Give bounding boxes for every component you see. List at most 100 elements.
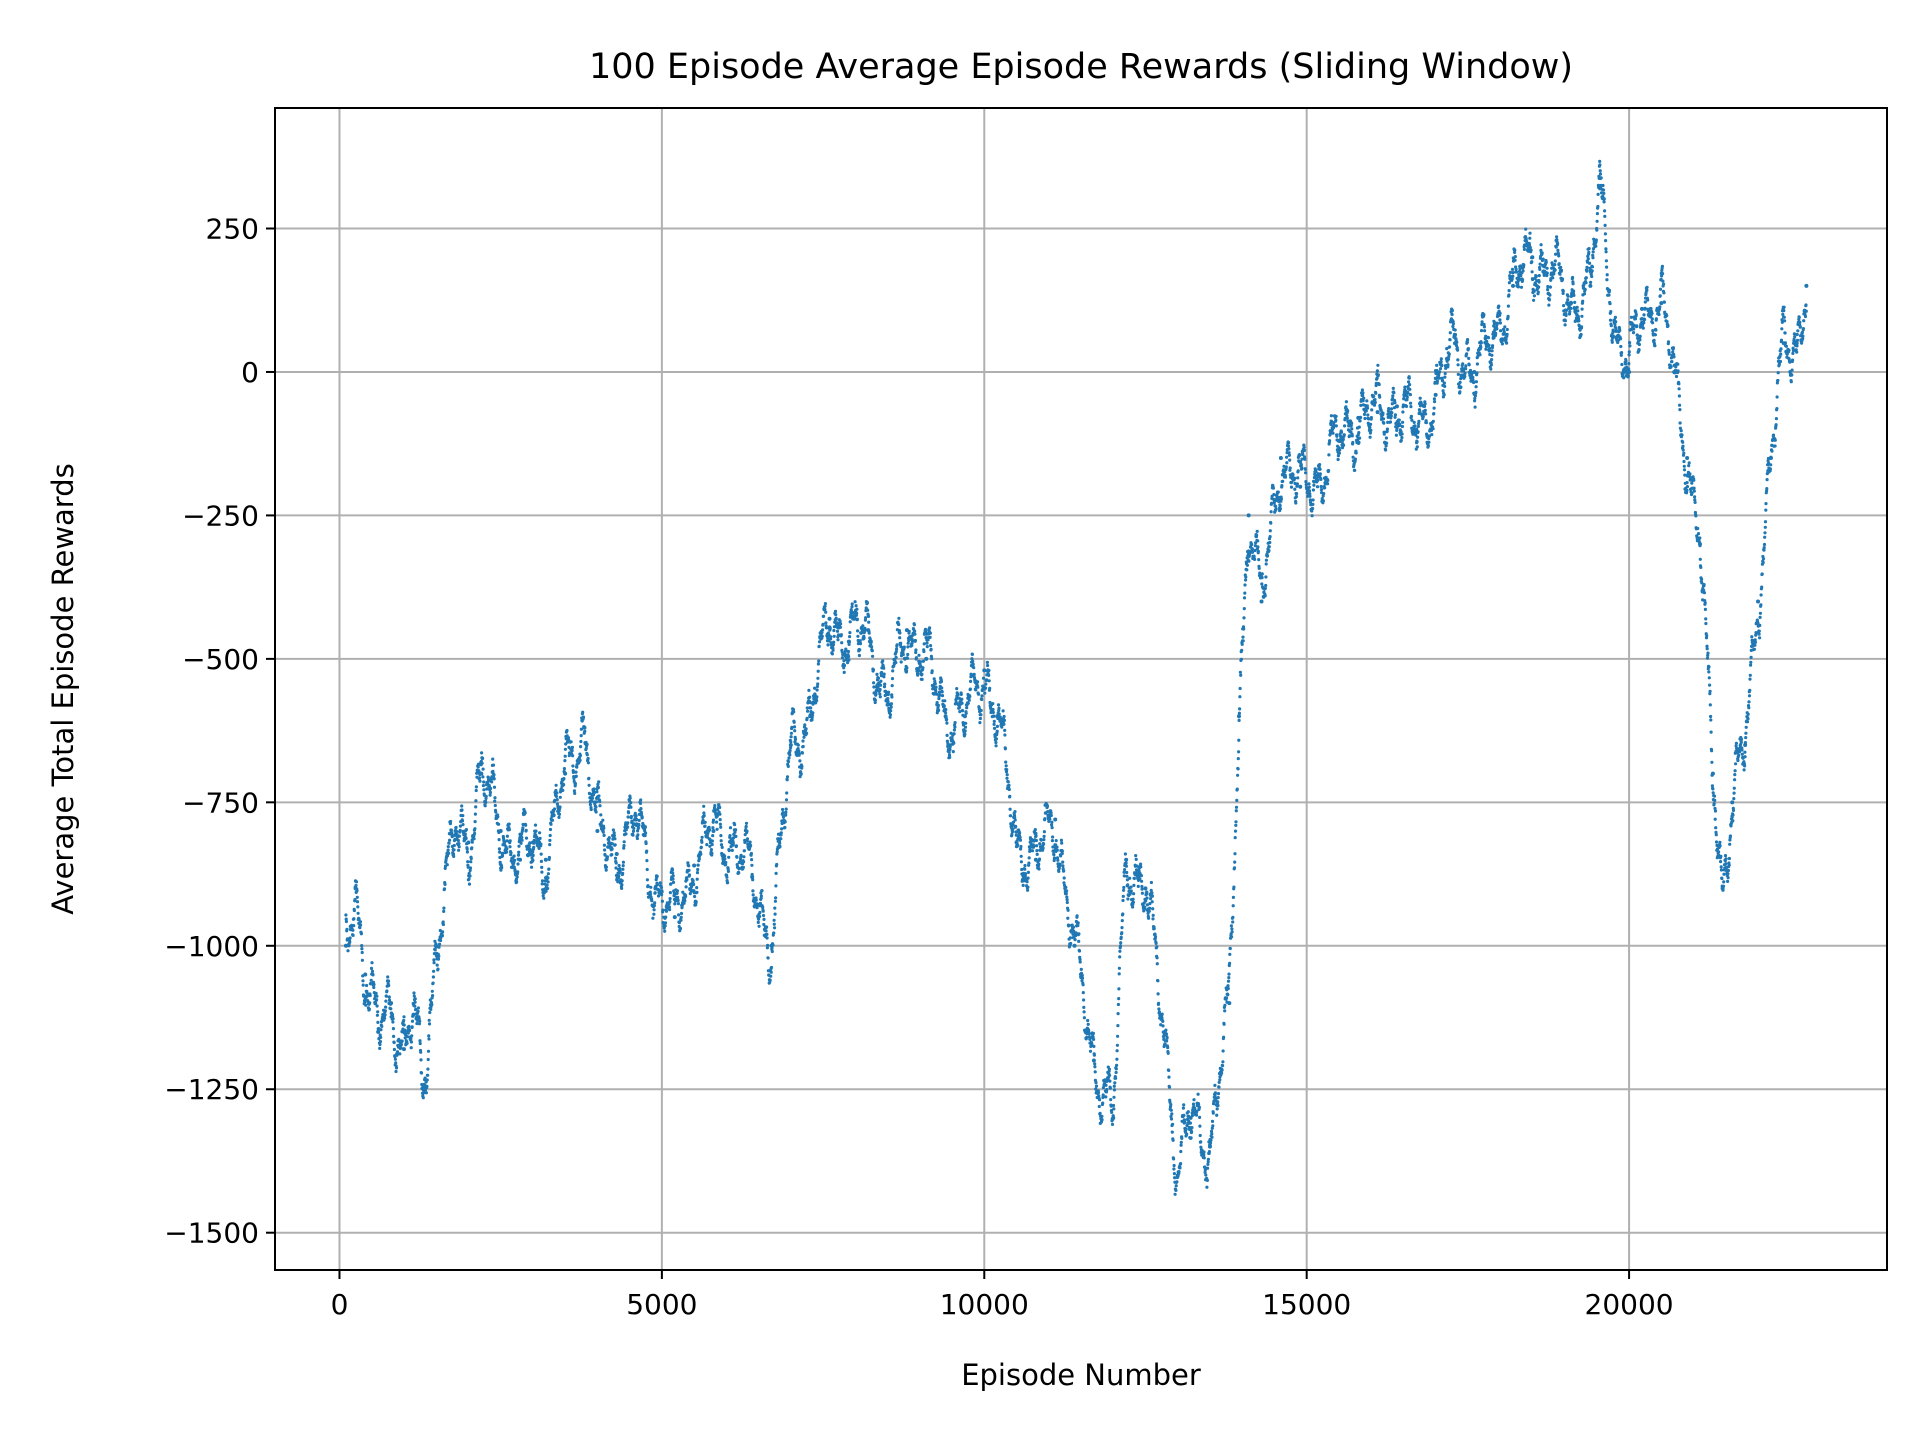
- data-point: [730, 840, 735, 845]
- y-tick-label: −250: [182, 499, 259, 532]
- data-point: [1804, 283, 1809, 288]
- data-point: [846, 639, 851, 644]
- grid-lines: [275, 108, 1887, 1270]
- data-point: [1278, 456, 1283, 461]
- data-point: [1698, 542, 1703, 547]
- data-point: [1246, 513, 1251, 518]
- data-point: [353, 886, 358, 891]
- data-point: [1175, 1173, 1180, 1178]
- data-point: [962, 714, 967, 719]
- data-point: [1743, 742, 1748, 747]
- series-points: [344, 159, 1808, 1196]
- data-point: [634, 817, 639, 822]
- data-point: [1710, 771, 1715, 776]
- data-point: [1236, 714, 1241, 719]
- data-point: [1091, 1058, 1096, 1063]
- data-point: [1598, 186, 1603, 191]
- data-point: [343, 943, 348, 948]
- data-point: [943, 714, 948, 719]
- x-axis-ticks: 0 5000 10000 15000 20000: [331, 1270, 1674, 1321]
- data-point: [363, 972, 368, 977]
- data-point: [982, 668, 987, 673]
- data-point: [1452, 341, 1457, 346]
- data-point: [563, 771, 568, 776]
- data-point: [924, 656, 929, 661]
- data-point: [1207, 1144, 1212, 1149]
- plot-frame: [274, 107, 1888, 1271]
- data-point: [885, 702, 890, 707]
- data-point: [401, 1047, 406, 1052]
- data-point: [808, 714, 813, 719]
- data-point: [543, 857, 548, 862]
- x-tick-label: 0: [331, 1288, 349, 1321]
- data-point: [389, 1001, 394, 1006]
- y-tick-label: 0: [241, 356, 259, 389]
- y-tick-label: −1500: [164, 1217, 259, 1250]
- data-point: [595, 829, 600, 834]
- data-point: [788, 742, 793, 747]
- data-point: [1659, 301, 1664, 306]
- data-point: [453, 829, 458, 834]
- y-axis-label: Average Total Episode Rewards: [46, 463, 80, 914]
- data-point: [411, 1012, 416, 1017]
- data-point: [672, 915, 677, 920]
- data-point: [1356, 415, 1361, 420]
- data-point: [376, 1029, 381, 1034]
- data-point: [1298, 484, 1303, 489]
- x-tick-label: 10000: [940, 1288, 1029, 1321]
- y-tick-label: −1250: [164, 1073, 259, 1106]
- data-point: [1781, 341, 1786, 346]
- data-point: [479, 771, 484, 776]
- data-point: [530, 840, 535, 845]
- y-axis-ticks: 250 0 −250 −500 −750 −1000 −1250 −1500: [164, 213, 275, 1250]
- data-point: [1336, 438, 1341, 443]
- data-point: [434, 943, 439, 948]
- data-point: [1394, 404, 1399, 409]
- data-point: [866, 628, 871, 633]
- data-point: [1375, 410, 1380, 415]
- data-point: [711, 829, 716, 834]
- data-point: [1188, 1115, 1193, 1120]
- data-point: [1433, 392, 1438, 397]
- data-point: [904, 628, 909, 633]
- data-point: [1614, 335, 1619, 340]
- data-point: [692, 863, 697, 868]
- data-point: [1588, 283, 1593, 288]
- data-point: [1569, 301, 1574, 306]
- y-tick-label: 250: [206, 213, 259, 246]
- data-point: [1072, 943, 1077, 948]
- scatter-points: [343, 159, 1809, 1196]
- data-point: [518, 857, 523, 862]
- data-point: [1162, 1029, 1167, 1034]
- data-point: [769, 943, 774, 948]
- data-point: [1053, 817, 1058, 822]
- data-point: [498, 829, 503, 834]
- data-point: [421, 1087, 426, 1092]
- data-point: [1414, 427, 1419, 432]
- y-tick-label: −500: [182, 643, 259, 676]
- data-point: [466, 840, 471, 845]
- chart-title: 100 Episode Average Episode Rewards (Sli…: [589, 47, 1573, 87]
- data-point: [1491, 335, 1496, 340]
- x-tick-label: 15000: [1262, 1288, 1351, 1321]
- data-point: [653, 886, 658, 891]
- data-point: [995, 714, 1000, 719]
- data-point: [614, 851, 619, 856]
- y-tick-label: −750: [182, 786, 259, 819]
- x-axis-label: Episode Number: [961, 1358, 1201, 1392]
- data-point: [582, 725, 587, 730]
- data-point: [1511, 283, 1516, 288]
- data-point: [1730, 800, 1735, 805]
- data-point: [1549, 272, 1554, 277]
- x-tick-label: 5000: [626, 1288, 697, 1321]
- x-tick-label: 20000: [1585, 1288, 1674, 1321]
- data-point: [1259, 599, 1264, 604]
- y-tick-label: −1000: [164, 930, 259, 963]
- data-point: [1317, 473, 1322, 478]
- data-point: [1111, 1115, 1116, 1120]
- data-point: [1768, 456, 1773, 461]
- data-point: [1014, 840, 1019, 845]
- data-point: [1143, 886, 1148, 891]
- data-point: [1627, 369, 1632, 374]
